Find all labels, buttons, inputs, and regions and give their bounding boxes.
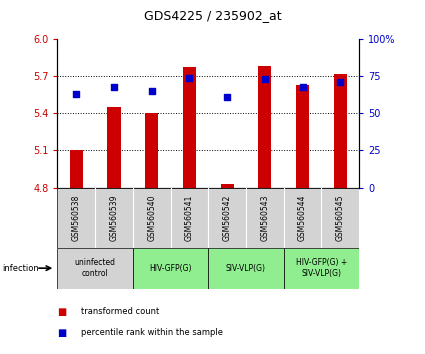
Bar — [108, 107, 121, 188]
Text: GSM560542: GSM560542 — [223, 194, 232, 241]
Point — [337, 79, 344, 85]
Point — [110, 84, 117, 89]
Bar — [133, 248, 208, 289]
Bar — [183, 68, 196, 188]
Text: infection: infection — [2, 264, 39, 273]
Bar — [221, 184, 234, 188]
Text: GSM560538: GSM560538 — [72, 194, 81, 241]
Text: ■: ■ — [57, 328, 67, 338]
Bar — [258, 66, 272, 188]
Text: GSM560544: GSM560544 — [298, 194, 307, 241]
Text: uninfected
control: uninfected control — [75, 258, 116, 278]
Bar — [145, 113, 158, 188]
Bar — [334, 74, 347, 188]
Text: HIV-GFP(G) +
SIV-VLP(G): HIV-GFP(G) + SIV-VLP(G) — [296, 258, 347, 278]
Text: GSM560543: GSM560543 — [261, 194, 269, 241]
Point — [73, 91, 79, 97]
Text: transformed count: transformed count — [81, 307, 159, 316]
Bar — [208, 248, 284, 289]
Text: GSM560541: GSM560541 — [185, 194, 194, 241]
Point — [186, 75, 193, 80]
Point — [261, 76, 268, 82]
Text: HIV-GFP(G): HIV-GFP(G) — [149, 264, 192, 273]
Text: SIV-VLP(G): SIV-VLP(G) — [226, 264, 266, 273]
Text: GSM560545: GSM560545 — [336, 194, 345, 241]
Point — [148, 88, 155, 94]
Text: ■: ■ — [57, 307, 67, 316]
Text: percentile rank within the sample: percentile rank within the sample — [81, 328, 223, 337]
Point — [224, 94, 230, 100]
Text: GDS4225 / 235902_at: GDS4225 / 235902_at — [144, 9, 281, 22]
Bar — [57, 248, 133, 289]
Bar — [284, 248, 359, 289]
Bar — [296, 85, 309, 188]
Text: GSM560539: GSM560539 — [110, 194, 119, 241]
Point — [299, 84, 306, 89]
Text: GSM560540: GSM560540 — [147, 194, 156, 241]
Bar — [70, 150, 83, 188]
